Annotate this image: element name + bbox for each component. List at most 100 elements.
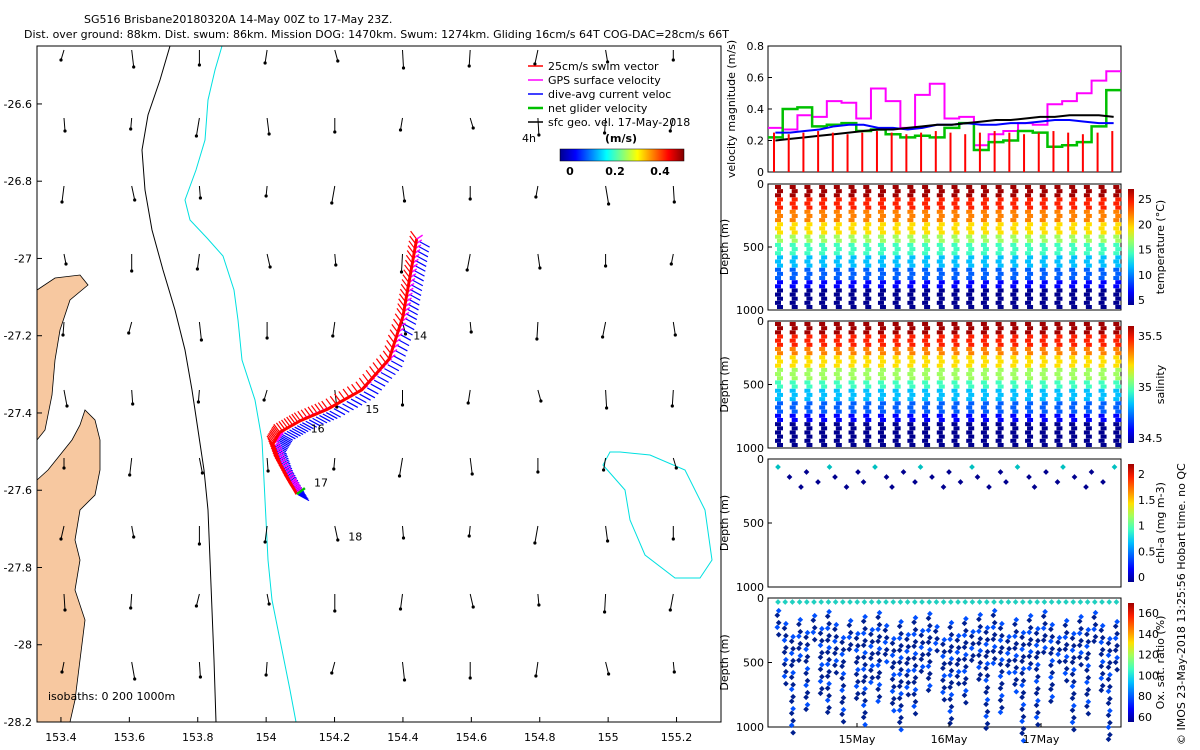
- geo-velocity-arrowhead: [736, 402, 739, 405]
- dac-vector: [407, 303, 419, 311]
- geo-velocity-arrow: [198, 185, 201, 199]
- geo-velocity-arrow: [61, 661, 65, 673]
- map-xtick-label: 153.8: [182, 731, 214, 744]
- geo-velocity-arrow: [469, 321, 472, 333]
- geo-velocity-arrow: [129, 457, 133, 476]
- map-ytick-label: -26.6: [4, 98, 32, 111]
- geo-velocity-arrowhead: [60, 670, 64, 674]
- geo-velocity-arrow: [402, 525, 404, 539]
- geo-velocity-arrowhead: [330, 671, 334, 675]
- geo-velocity-arrowhead: [471, 126, 475, 130]
- geo-velocity-arrow: [669, 593, 674, 611]
- geo-velocity-arrowhead: [263, 540, 267, 544]
- geo-velocity-arrow: [130, 117, 133, 130]
- dac-vector: [315, 416, 328, 424]
- geo-velocity-arrowhead: [335, 405, 339, 409]
- swim-vector: [266, 435, 274, 445]
- geo-velocity-arrowhead: [741, 606, 744, 609]
- dac-vector: [355, 396, 367, 404]
- dac-vector: [319, 414, 331, 422]
- geo-velocity-arrow: [536, 321, 539, 340]
- geo-velocity-arrow: [266, 117, 270, 135]
- geo-velocity-arrowhead: [60, 200, 64, 204]
- swim-vector: [291, 413, 299, 423]
- dac-vector: [394, 349, 406, 357]
- geo-velocity-arrowhead: [603, 131, 607, 135]
- geo-velocity-arrowhead: [198, 675, 202, 679]
- dac-vector: [377, 375, 389, 383]
- geo-velocity-arrowhead: [336, 538, 340, 542]
- geo-velocity-arrow: [60, 49, 65, 61]
- geo-velocity-arrow: [400, 117, 403, 131]
- geo-velocity-arrowhead: [737, 535, 740, 538]
- geo-velocity-arrow: [63, 389, 68, 407]
- swim-vector: [379, 354, 387, 364]
- geo-velocity-arrow: [605, 525, 609, 542]
- geo-velocity-arrowhead: [133, 198, 137, 202]
- day-label: 17: [314, 476, 328, 489]
- swim-vector: [358, 377, 366, 387]
- map-xtick-label: 155.2: [661, 731, 693, 744]
- map-ytick-label: -28: [14, 639, 32, 652]
- geo-velocity-arrowhead: [133, 677, 137, 681]
- geo-velocity-arrow: [61, 185, 65, 203]
- geo-velocity-arrowhead: [262, 398, 266, 402]
- geo-velocity-arrowhead: [467, 534, 471, 538]
- geo-velocity-arrow: [741, 118, 743, 129]
- dac-vector: [401, 328, 413, 336]
- swim-vector: [268, 432, 276, 442]
- geo-velocity-arrow: [265, 185, 268, 197]
- swim-vector: [275, 422, 283, 432]
- legend-entry: GPS surface velocity: [548, 74, 661, 87]
- coastline-mainland: [37, 409, 101, 722]
- map-xtick-label: 153.4: [45, 731, 77, 744]
- geo-velocity-arrowhead: [333, 130, 337, 134]
- geo-velocity-arrowhead: [197, 63, 201, 67]
- geo-velocity-arrowhead: [739, 331, 742, 334]
- geo-velocity-arrowhead: [399, 270, 404, 274]
- geo-velocity-arrow: [534, 49, 539, 65]
- geo-velocity-arrowhead: [403, 332, 408, 336]
- dac-vector: [346, 400, 359, 408]
- map-ytick-label: -27.4: [4, 407, 32, 420]
- dac-vector: [414, 259, 427, 267]
- geo-velocity-arrow: [603, 457, 607, 471]
- dac-vector: [396, 344, 408, 352]
- geo-velocity-arrowhead: [668, 608, 672, 612]
- geo-velocity-arrow: [738, 390, 741, 404]
- geo-velocity-arrow: [402, 49, 404, 69]
- geo-velocity-arrow: [669, 117, 674, 132]
- dac-vector: [390, 360, 403, 368]
- geo-velocity-arrowhead: [539, 399, 543, 403]
- geo-velocity-arrow: [468, 525, 471, 537]
- geo-velocity-arrow: [263, 389, 268, 401]
- geo-velocity-arrow: [131, 525, 135, 538]
- dac-vector: [384, 368, 396, 376]
- geo-velocity-arrowhead: [402, 678, 407, 682]
- map-subtitle: Dist. over ground: 88km. Dist. swum: 86k…: [24, 28, 729, 41]
- geo-velocity-arrowhead: [195, 267, 199, 271]
- dac-vector: [308, 419, 321, 427]
- geo-velocity-arrowhead: [194, 134, 198, 138]
- swim-vector: [375, 358, 383, 367]
- legend-entry: net glider velocity: [548, 102, 648, 115]
- swim-vector: [288, 415, 296, 424]
- geo-velocity-arrow: [63, 593, 66, 611]
- geo-velocity-arrowhead: [604, 264, 608, 268]
- dac-vector: [409, 288, 422, 296]
- geo-velocity-arrow: [198, 457, 203, 474]
- geo-velocity-arrow: [741, 458, 742, 475]
- geo-velocity-arrowhead: [200, 471, 204, 475]
- isobath-1000: [184, 46, 297, 722]
- map-ytick-label: -28.2: [4, 716, 32, 729]
- geo-velocity-arrowhead: [536, 470, 540, 474]
- swim-vector: [297, 410, 305, 420]
- geo-velocity-arrow: [739, 526, 741, 537]
- geo-velocity-arrow: [266, 253, 271, 268]
- geo-velocity-arrow: [131, 661, 136, 680]
- geo-velocity-arrow: [264, 525, 268, 543]
- geo-velocity-arrowhead: [264, 673, 268, 677]
- geo-velocity-arrow: [740, 186, 741, 200]
- geo-velocity-arrowhead: [268, 265, 272, 269]
- geo-velocity-arrow: [741, 254, 744, 271]
